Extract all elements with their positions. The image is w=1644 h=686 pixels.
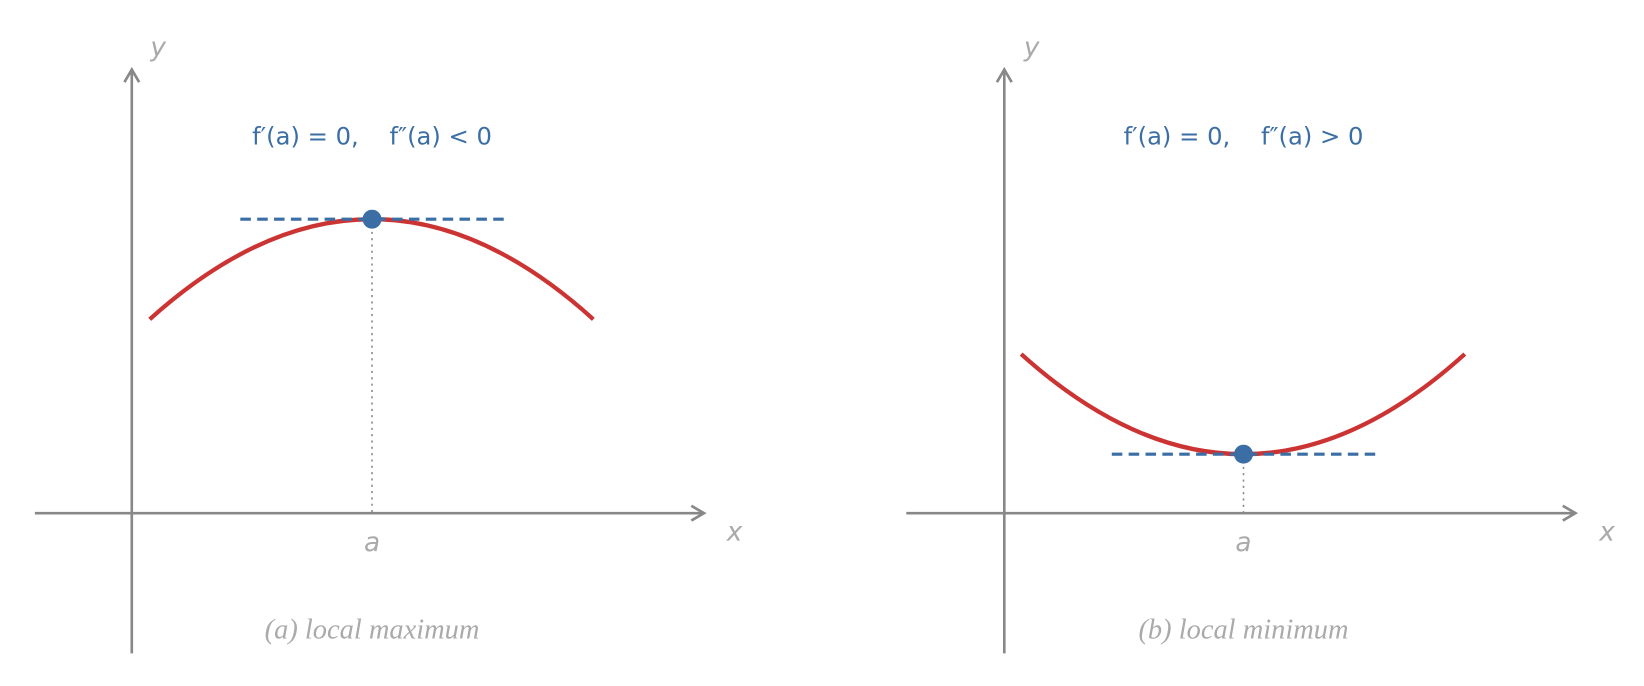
- y-arrow: [123, 66, 141, 83]
- panel-min: y x a f′(a) = 0, f″(a) > 0 (b) local min…: [906, 33, 1615, 654]
- y-label: y: [1023, 33, 1040, 63]
- curve: [148, 217, 595, 321]
- y-label: y: [149, 33, 166, 63]
- critical-point: [362, 209, 382, 229]
- x-label: x: [1598, 518, 1615, 548]
- formula: f′(a) = 0, f″(a) > 0: [1124, 122, 1364, 150]
- point-label: a: [364, 528, 380, 558]
- point-label: a: [1235, 528, 1251, 558]
- critical-point: [1234, 444, 1253, 464]
- x-label: x: [726, 518, 743, 548]
- formula: f′(a) = 0, f″(a) < 0: [252, 122, 492, 150]
- caption: (b) local minimum: [1138, 615, 1348, 646]
- panel-max: y x a f′(a) = 0, f″(a) < 0 (a) local max…: [34, 33, 743, 654]
- caption: (a) local maximum: [265, 615, 480, 646]
- x-arrow: [1562, 504, 1579, 522]
- x-arrow: [690, 504, 707, 522]
- curve: [1019, 352, 1467, 457]
- y-arrow: [995, 66, 1013, 83]
